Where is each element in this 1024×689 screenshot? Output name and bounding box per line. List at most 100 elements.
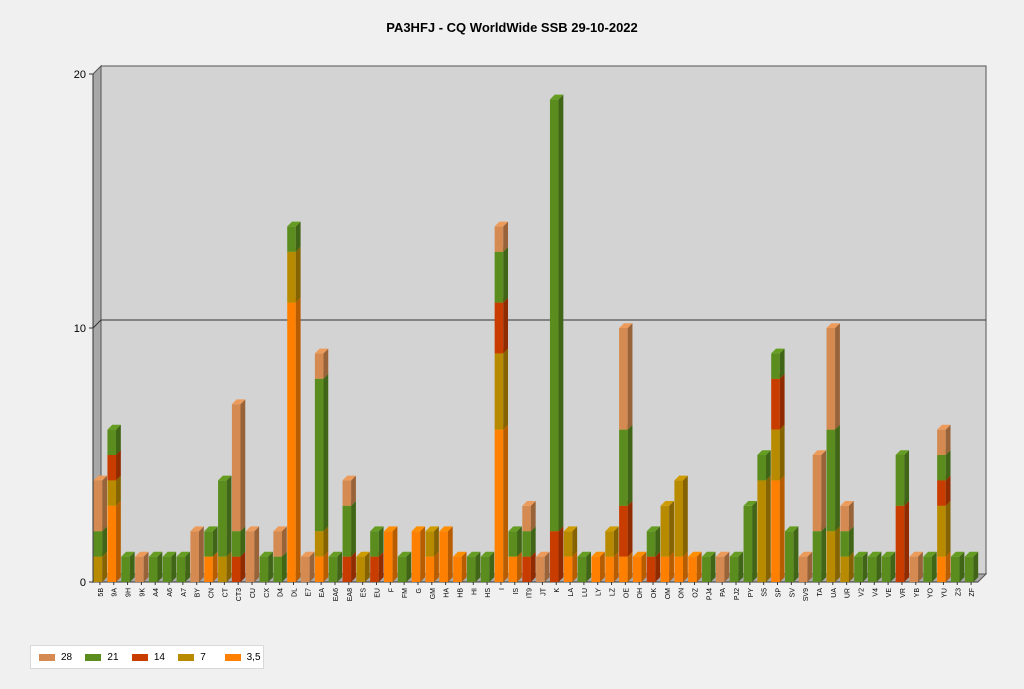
bar-segment-side [295, 221, 301, 252]
bar-segment-side [627, 424, 633, 506]
bar-group-vr [895, 450, 910, 582]
x-tick-label: CT [222, 587, 229, 597]
x-tick-label: G [416, 588, 423, 593]
bar-group-lu [577, 551, 591, 582]
bar-segment-side [945, 475, 951, 506]
bar-segment-side [724, 551, 730, 582]
bar-segment [218, 556, 227, 582]
bar-segment-side [434, 526, 439, 557]
bar-segment-top [356, 551, 370, 557]
bar-segment-top [453, 551, 467, 557]
bar-segment-side [240, 399, 246, 532]
bar-segment [605, 556, 614, 582]
bar-segment-side [931, 551, 937, 582]
bar-segment [135, 556, 144, 582]
bar-segment-side [738, 551, 744, 582]
bar-segment [494, 429, 504, 582]
bar-segment-side [102, 526, 108, 557]
x-tick-label: PJ4 [706, 588, 713, 600]
x-tick-label: CN [209, 588, 216, 598]
bar-segment-side [364, 551, 370, 582]
bar-group-a4 [148, 551, 163, 582]
bar-segment-side [558, 526, 564, 582]
bar-segment-top [176, 551, 190, 557]
bar-segment [605, 531, 614, 557]
y-tick-label: 20 [74, 69, 86, 81]
bar-segment-top [881, 551, 896, 557]
bar-segment-top [771, 348, 785, 354]
bar-segment-side [641, 551, 647, 582]
x-tick-label: CT3 [236, 588, 243, 601]
x-tick-label: LA [568, 588, 575, 597]
bar-group-yu [937, 424, 951, 582]
bar-segment [508, 556, 518, 582]
bar-segment-side [945, 551, 951, 582]
x-tick-label: I [499, 588, 506, 590]
bar-segment [909, 556, 919, 582]
bar-segment-side [807, 551, 813, 582]
bar-segment-side [198, 526, 204, 582]
bar-segment [895, 455, 905, 506]
bar-segment [508, 531, 518, 557]
bar-segment [868, 556, 877, 582]
bar-segment [466, 556, 476, 582]
x-tick-label: JT [540, 587, 547, 596]
bar-segment-top [688, 551, 702, 557]
bar-segment-top [384, 526, 398, 532]
x-tick-label: GM [430, 588, 437, 599]
bar-segment-top [660, 501, 674, 506]
bar-segment [287, 226, 296, 252]
x-tick-label: PA [720, 588, 727, 597]
bar-segment [480, 556, 490, 582]
bar-group-ua [826, 323, 840, 582]
bar-segment-side [434, 551, 439, 582]
bar-group-z3 [950, 551, 965, 582]
legend-label: 3,5 [246, 651, 261, 663]
bar-segment-top [107, 424, 121, 430]
bar-group-d4 [273, 526, 287, 582]
bar-segment-side [351, 501, 356, 557]
bar-segment-top [743, 501, 757, 506]
bar-segment-side [143, 551, 149, 582]
x-tick-label: VE [886, 588, 893, 598]
bar-segment [328, 556, 338, 582]
x-tick-label: EA8 [347, 588, 354, 601]
bar-segment-top [909, 551, 923, 557]
bar-segment-top [148, 551, 163, 557]
bar-group-cx [259, 551, 273, 582]
bar-group-py [743, 501, 757, 582]
x-tick-label: CU [250, 588, 257, 598]
bar-segment-top [439, 526, 453, 532]
bar-group-cu [245, 526, 260, 582]
bar-segment-side [295, 247, 301, 303]
bar-segment [702, 556, 711, 582]
legend-label: 21 [107, 651, 119, 663]
bar-segment-side [904, 450, 910, 506]
bar-segment-side [240, 551, 246, 582]
bar-segment [494, 226, 504, 252]
x-tick-label: HA [444, 588, 451, 598]
bar-segment [854, 556, 863, 582]
bar-segment [619, 328, 628, 430]
x-tick-label: SV [789, 588, 796, 598]
bar-segment-side [821, 526, 827, 582]
bar-segment [632, 556, 642, 582]
x-tick-label: Z3 [955, 588, 962, 596]
x-tick-label: PY [748, 588, 755, 598]
bar-segment [231, 531, 241, 557]
bar-segment-top [632, 551, 647, 557]
bar-segment-side [835, 323, 840, 430]
bar-segment [674, 556, 683, 582]
bar-segment-side [323, 348, 329, 379]
bar-segment-side [600, 551, 605, 582]
bar-group-9k [135, 551, 149, 582]
bar-segment [107, 455, 117, 481]
bar-group-ta [812, 450, 827, 582]
x-axis-ticks: 5B 9A 9H 9K A4 A6 A7 BY CN CT CT3 CU CX D4 DL E7 EA EA6 EA… [98, 582, 976, 601]
bar-segment-top [591, 551, 605, 557]
bar-segment [425, 556, 435, 582]
bar-segment-top [549, 94, 564, 100]
x-tick-label: S5 [762, 588, 769, 597]
bar-segment [273, 531, 282, 557]
bar-segment-side [835, 424, 840, 532]
